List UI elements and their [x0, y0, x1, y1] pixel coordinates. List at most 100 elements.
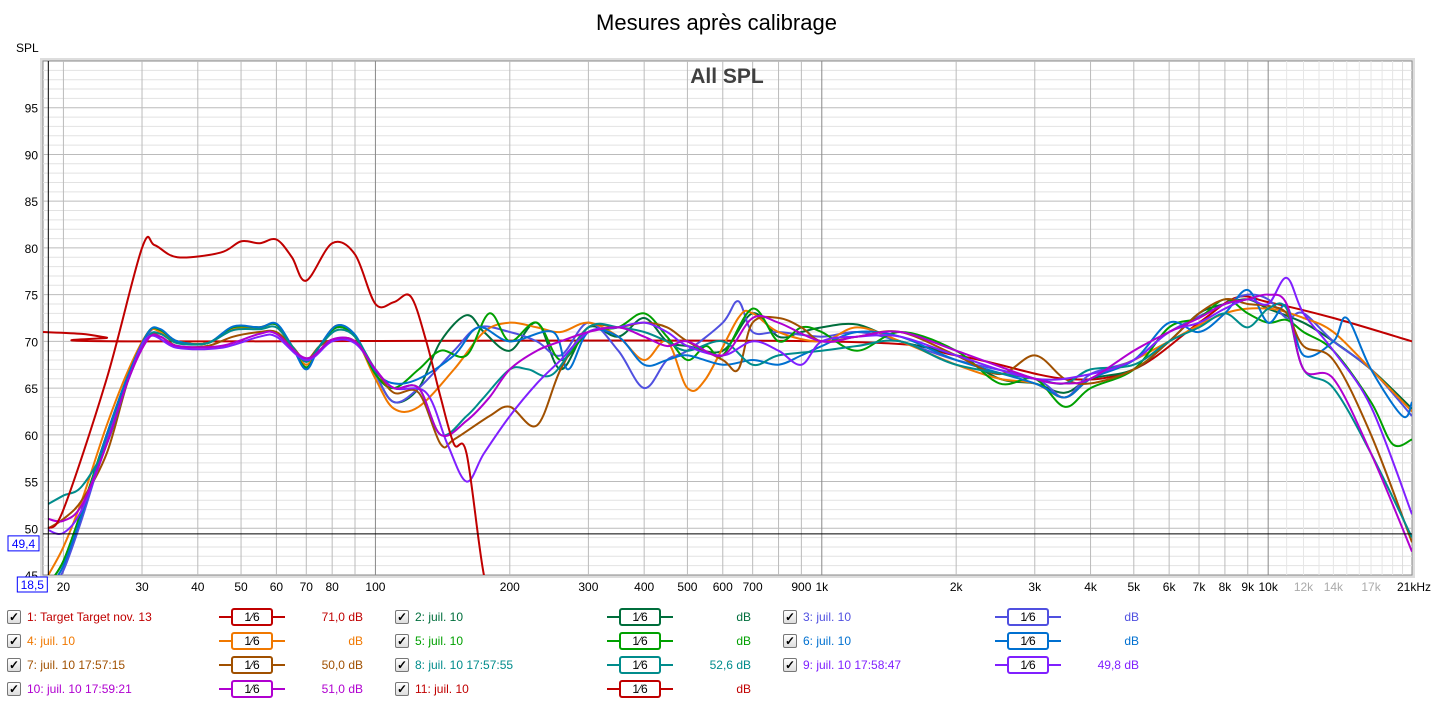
visibility-checkbox[interactable]: ✓: [395, 682, 409, 696]
x-tick-label: 6k: [1163, 580, 1177, 594]
cursor-x-box: [16, 576, 48, 593]
smoothing-label: 1⁄6: [1007, 632, 1049, 650]
legend-label: 6: juil. 10: [803, 634, 852, 648]
cursor-value: 71,0 dB: [321, 610, 363, 624]
legend-label: 5: juil. 10: [415, 634, 464, 648]
visibility-checkbox[interactable]: ✓: [395, 658, 409, 672]
x-tick-label: 400: [634, 580, 654, 594]
x-tick-label: 5k: [1127, 580, 1141, 594]
smoothing-button[interactable]: 1⁄6: [607, 656, 673, 674]
cursor-value: dB: [736, 610, 751, 624]
x-tick-label: 500: [677, 580, 697, 594]
smoothing-label: 1⁄6: [619, 632, 661, 650]
y-tick-label: 50: [25, 522, 39, 536]
x-tick-label: 9k: [1241, 580, 1255, 594]
series-line-11: [47, 235, 485, 575]
visibility-checkbox[interactable]: ✓: [783, 610, 797, 624]
y-tick-label: 70: [25, 335, 39, 349]
cursor-value: dB: [1124, 610, 1139, 624]
grid: [43, 61, 1412, 575]
x-tick-label: 4k: [1084, 580, 1098, 594]
x-tick-label: 600: [713, 580, 733, 594]
visibility-checkbox[interactable]: ✓: [7, 658, 21, 672]
x-tick-label: 100: [365, 580, 385, 594]
cursor[interactable]: 49,4 18,5: [7, 61, 1412, 593]
x-tick-label: 60: [270, 580, 284, 594]
smoothing-button[interactable]: 1⁄6: [219, 656, 285, 674]
smoothing-label: 1⁄6: [231, 632, 273, 650]
legend-item: ✓ 9: juil. 10 17:58:47 1⁄6 49,8 dB: [783, 655, 1143, 675]
visibility-checkbox[interactable]: ✓: [783, 658, 797, 672]
cursor-x-label: 18,5: [21, 578, 45, 592]
cursor-value: dB: [1124, 634, 1139, 648]
series-line-9: [47, 276, 1412, 536]
cursor-y-box: [7, 535, 40, 552]
x-tick-label: 2k: [950, 580, 964, 594]
smoothing-button[interactable]: 1⁄6: [995, 632, 1061, 650]
x-tick-label: 3k: [1028, 580, 1042, 594]
cursor-value: dB: [736, 682, 751, 696]
cursor-value: 52,6 dB: [709, 658, 751, 672]
smoothing-button[interactable]: 1⁄6: [219, 632, 285, 650]
smoothing-button[interactable]: 1⁄6: [219, 680, 285, 698]
legend-item: ✓ 3: juil. 10 1⁄6 dB: [783, 607, 1143, 627]
legend-item: ✓ 2: juil. 10 1⁄6 dB: [395, 607, 755, 627]
smoothing-button[interactable]: 1⁄6: [607, 632, 673, 650]
y-tick-label: 65: [25, 382, 39, 396]
legend-label: 4: juil. 10: [27, 634, 76, 648]
smoothing-label: 1⁄6: [231, 680, 273, 698]
legend-label: 10: juil. 10 17:59:21: [27, 682, 132, 696]
legend-item: ✓ 7: juil. 10 17:57:15 1⁄6 50,0 dB: [7, 655, 367, 675]
legend-item: ✓ 1: Target Target nov. 13 1⁄6 71,0 dB: [7, 607, 367, 627]
smoothing-button[interactable]: 1⁄6: [219, 608, 285, 626]
cursor-value: 49,8 dB: [1097, 658, 1139, 672]
visibility-checkbox[interactable]: ✓: [395, 610, 409, 624]
x-tick-label: 1k: [815, 580, 829, 594]
x-tick-label: 50: [234, 580, 248, 594]
curves: [43, 235, 1412, 575]
visibility-checkbox[interactable]: ✓: [7, 610, 21, 624]
smoothing-label: 1⁄6: [231, 656, 273, 674]
cursor-value: dB: [736, 634, 751, 648]
x-tick-label: 700: [743, 580, 763, 594]
smoothing-button[interactable]: 1⁄6: [995, 608, 1061, 626]
y-tick-label: 90: [25, 148, 39, 162]
x-tick-label: 900: [791, 580, 811, 594]
chart-title: Mesures après calibrage: [596, 10, 837, 35]
legend-label: 1: Target Target nov. 13: [27, 610, 152, 624]
x-tick-label: 300: [578, 580, 598, 594]
legend-label: 8: juil. 10 17:57:55: [415, 658, 514, 672]
visibility-checkbox[interactable]: ✓: [395, 634, 409, 648]
x-tick-label: 200: [500, 580, 520, 594]
x-tick-label: 21kHz: [1397, 580, 1431, 594]
cursor-value: 50,0 dB: [321, 658, 363, 672]
x-tick-label: 17k: [1361, 580, 1381, 594]
smoothing-button[interactable]: 1⁄6: [995, 656, 1061, 674]
smoothing-label: 1⁄6: [619, 680, 661, 698]
y-tick-label: 55: [25, 476, 39, 490]
smoothing-label: 1⁄6: [1007, 608, 1049, 626]
x-tick-label: 70: [300, 580, 314, 594]
legend-item: ✓ 10: juil. 10 17:59:21 1⁄6 51,0 dB: [7, 679, 367, 699]
smoothing-button[interactable]: 1⁄6: [607, 608, 673, 626]
smoothing-label: 1⁄6: [619, 608, 661, 626]
y-tick-label: 60: [25, 429, 39, 443]
visibility-checkbox[interactable]: ✓: [7, 634, 21, 648]
y-tick-label: 75: [25, 289, 39, 303]
x-tick-label: 10k: [1258, 580, 1278, 594]
cursor-y-label: 49,4: [12, 537, 36, 551]
smoothing-label: 1⁄6: [1007, 656, 1049, 674]
cursor-value: 51,0 dB: [321, 682, 363, 696]
legend-label: 9: juil. 10 17:58:47: [803, 658, 902, 672]
visibility-checkbox[interactable]: ✓: [783, 634, 797, 648]
smoothing-button[interactable]: 1⁄6: [607, 680, 673, 698]
legend-label: 3: juil. 10: [803, 610, 852, 624]
series-line-10: [48, 293, 1412, 553]
legend-label: 11: juil. 10: [415, 682, 469, 696]
cursor-value: dB: [348, 634, 363, 648]
smoothing-label: 1⁄6: [619, 656, 661, 674]
x-tick-label: 14k: [1324, 580, 1344, 594]
visibility-checkbox[interactable]: ✓: [7, 682, 21, 696]
